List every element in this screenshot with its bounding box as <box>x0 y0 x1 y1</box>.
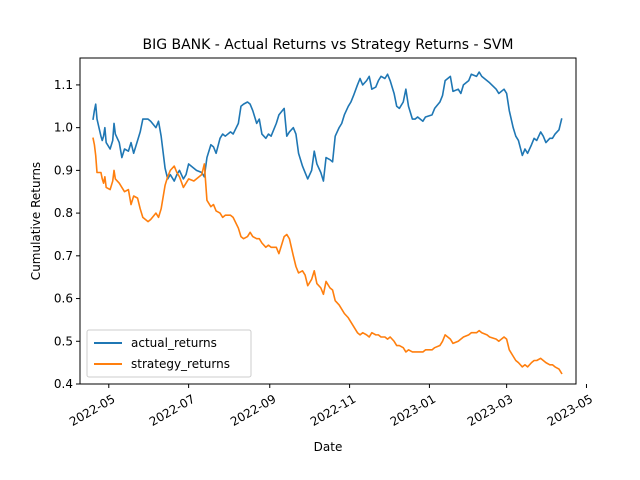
y-tick-label: 0.5 <box>54 334 73 348</box>
legend-label-actual-returns: actual_returns <box>131 336 217 350</box>
series-line-actual-returns <box>92 71 563 182</box>
y-tick-label: 0.7 <box>54 249 73 263</box>
x-tick-label: 2023-03 <box>465 392 515 429</box>
y-tick-label: 0.8 <box>54 206 73 220</box>
x-tick-label: 2022-05 <box>67 392 117 429</box>
x-tick-label: 2023-05 <box>545 392 595 429</box>
x-tick-label: 2022-11 <box>308 392 358 429</box>
y-axis-label: Cumulative Returns <box>29 162 43 280</box>
y-tick-label: 0.4 <box>54 377 73 391</box>
y-tick-label: 0.9 <box>54 163 73 177</box>
x-tick-label: 2023-01 <box>388 392 438 429</box>
series-line-strategy-returns <box>92 137 563 375</box>
y-tick-label: 1.1 <box>54 78 73 92</box>
y-axis: 0.4 0.5 0.6 0.7 0.8 0.9 1.0 1.1 <box>54 78 80 391</box>
x-axis: 2022-05 2022-07 2022-09 2022-11 2023-01 2023-… <box>67 384 595 429</box>
chart-title: BIG BANK - Actual Returns vs Strategy Re… <box>142 37 513 53</box>
y-tick-label: 0.6 <box>54 292 73 306</box>
x-tick-label: 2022-07 <box>147 392 197 429</box>
plot-area <box>92 71 563 375</box>
plot-frame <box>79 57 577 385</box>
y-tick-label: 1.0 <box>54 121 73 135</box>
legend: actual_returns strategy_returns <box>86 329 252 378</box>
x-axis-label: Date <box>314 440 343 454</box>
x-tick-label: 2022-09 <box>228 392 278 429</box>
legend-frame <box>86 329 252 378</box>
legend-label-strategy-returns: strategy_returns <box>131 357 230 371</box>
